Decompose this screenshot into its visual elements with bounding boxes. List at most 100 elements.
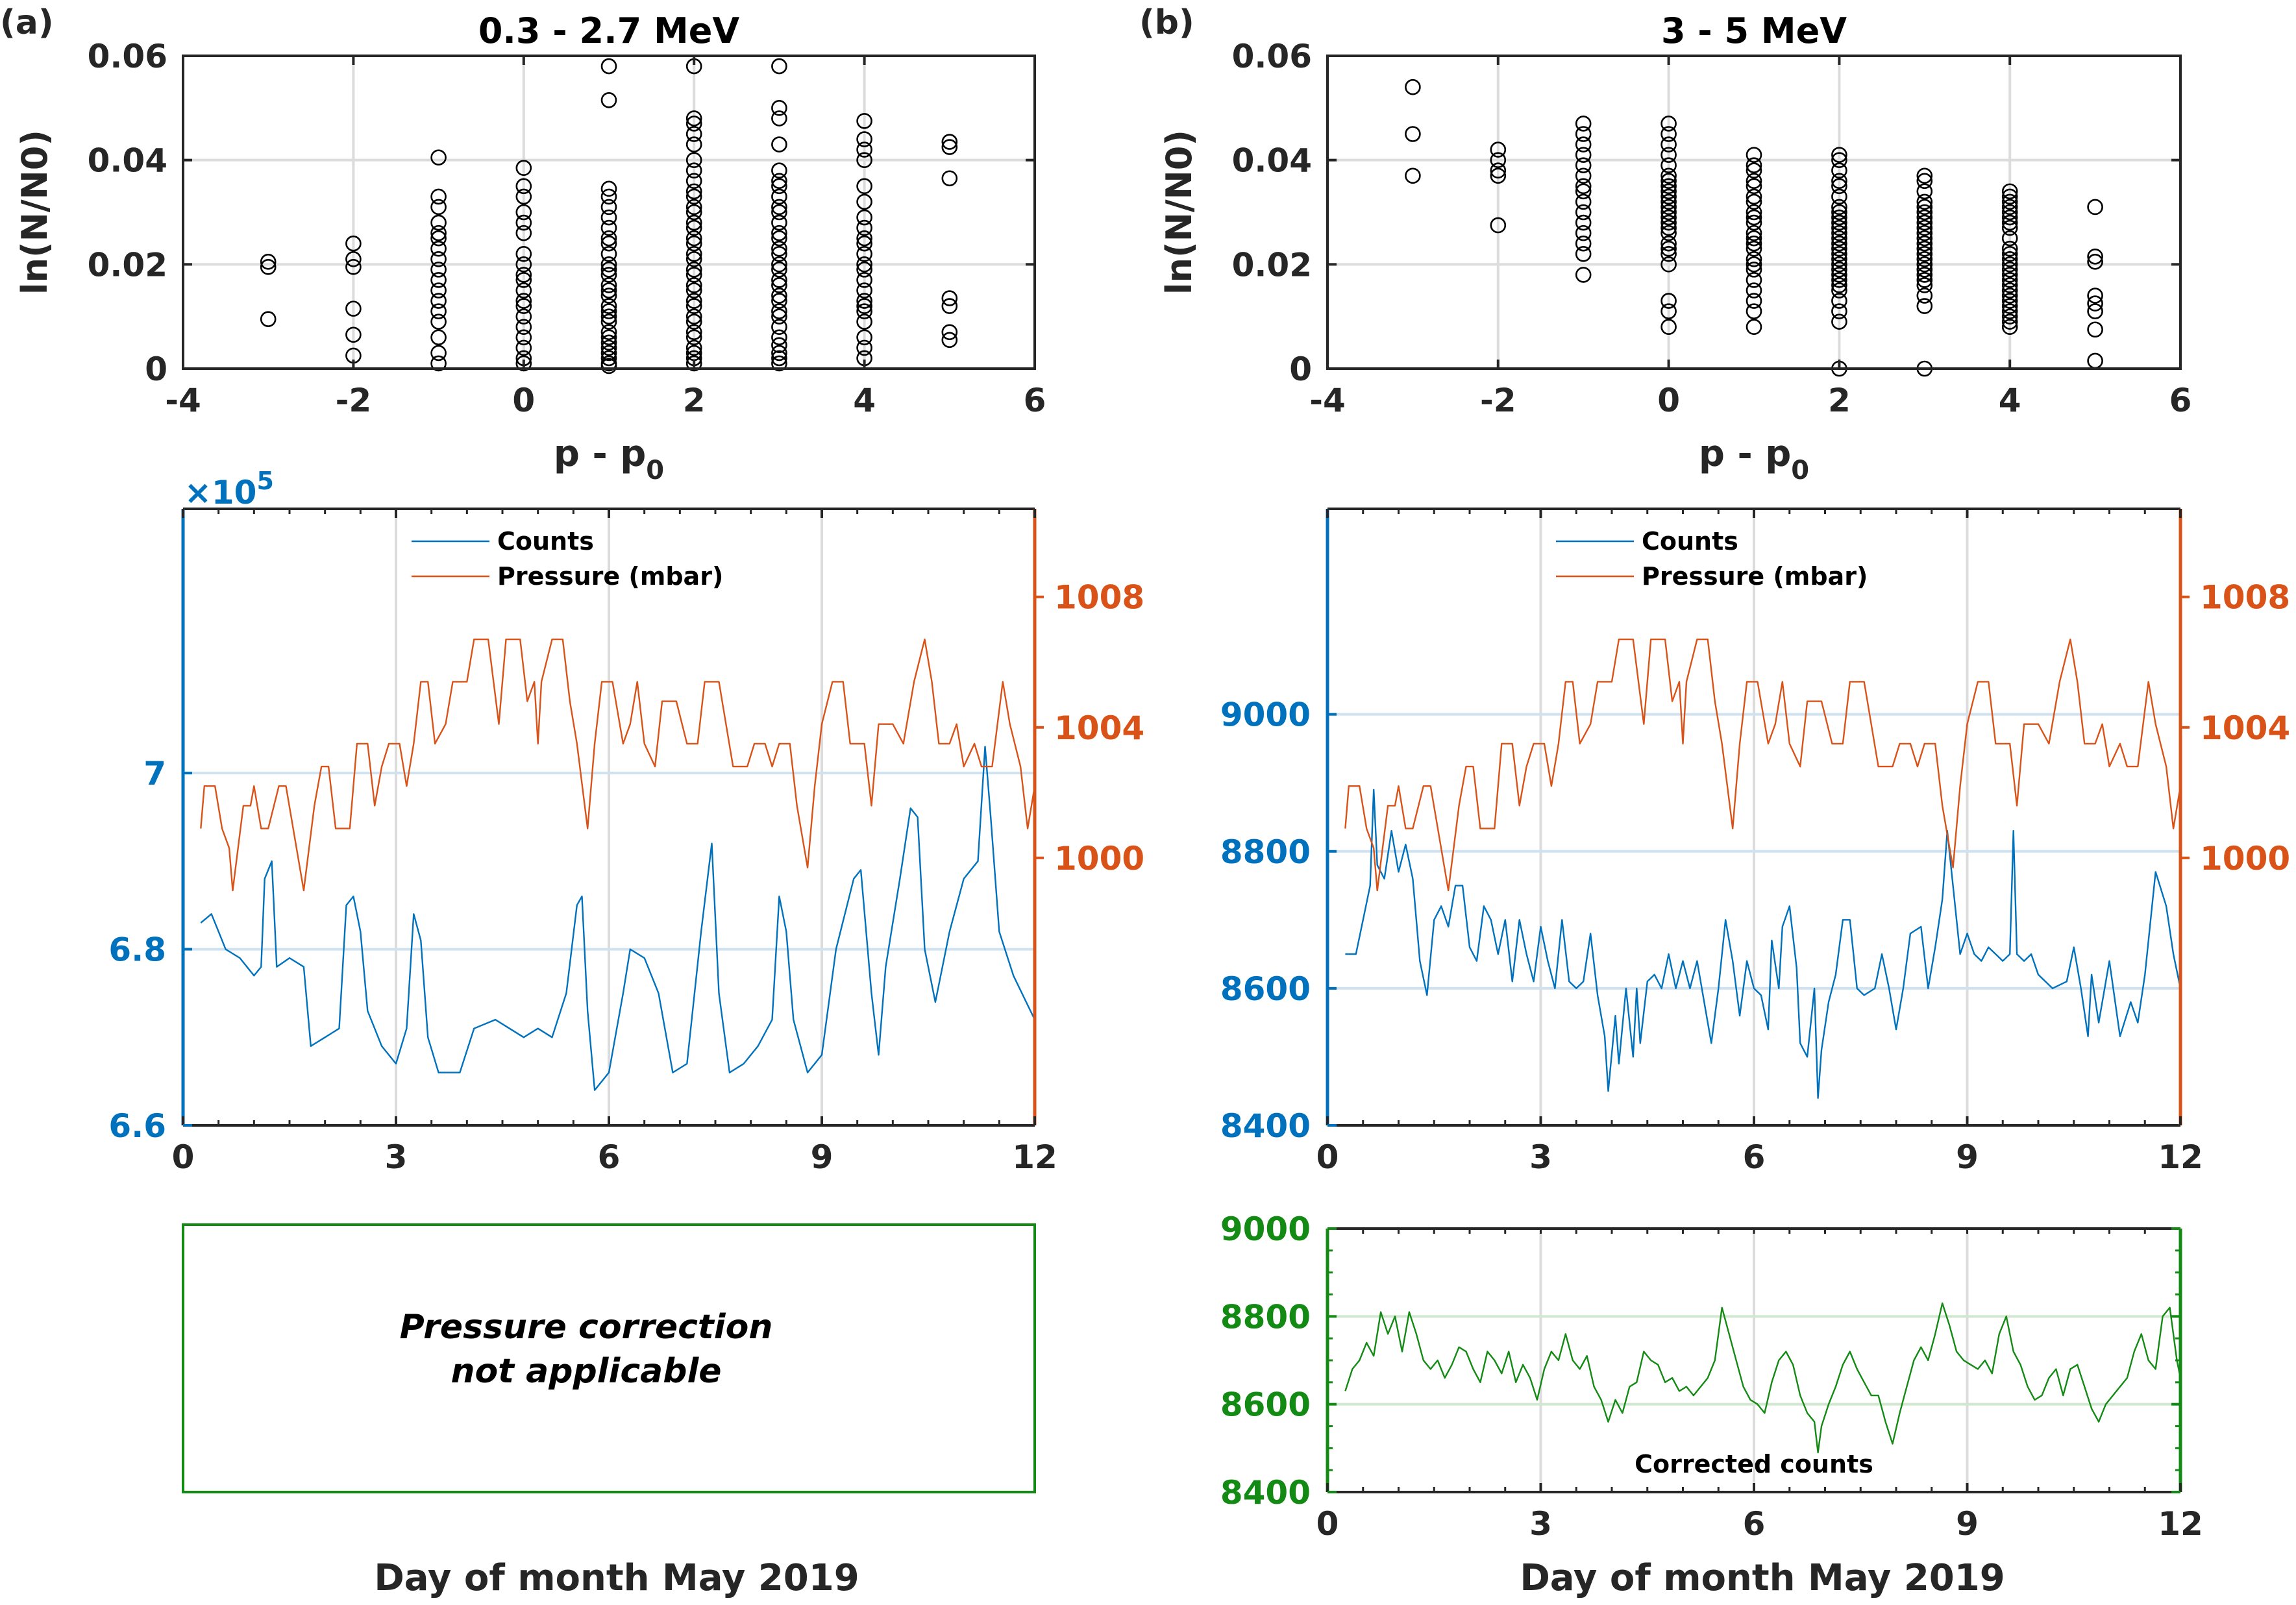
data-point: [771, 110, 787, 127]
x-tick-label: 6: [1743, 1505, 1766, 1543]
data-point: [430, 214, 447, 231]
data-point: [856, 272, 872, 288]
data-point: [685, 219, 702, 236]
data-point: [600, 277, 617, 293]
data-point: [1831, 245, 1847, 262]
x-axis-title: p - p0: [1699, 433, 1809, 485]
data-point: [345, 251, 362, 267]
data-point: [856, 293, 872, 309]
data-point: [1831, 188, 1847, 205]
data-point: [345, 326, 362, 343]
corrected-chart-b: 0 3 6 9 12 8400 8600 8800 9000 Corrected counts: [1220, 1210, 2203, 1543]
data-point: [685, 251, 702, 267]
left-y-tick-label: 7: [143, 755, 166, 792]
data-point: [2001, 282, 2018, 299]
data-point: [1746, 204, 1762, 221]
data-point: [2001, 193, 2018, 210]
data-point: [685, 152, 702, 168]
data-point: [2001, 204, 2018, 221]
data-point: [1746, 188, 1762, 205]
data-point: [600, 339, 617, 356]
data-point: [430, 313, 447, 330]
data-point: [1916, 298, 1933, 314]
x-axis-title-text: p - p: [1699, 433, 1791, 475]
data-point: [600, 92, 617, 108]
data-point: [515, 204, 532, 221]
data-point: [2001, 277, 2018, 293]
data-point: [1746, 256, 1762, 273]
timeseries-chart-b: 0 3 6 9 12 8400 8600 8800 9000 1000 1004 1008 Counts…: [1220, 508, 2290, 1176]
data-point: [515, 319, 532, 336]
data-point: [1660, 240, 1677, 257]
data-point: [2001, 199, 2018, 215]
x-axis-title-text: p - p: [554, 433, 646, 475]
x-tick-label: 0: [512, 382, 535, 419]
data-point: [856, 256, 872, 273]
data-point: [600, 324, 617, 341]
data-point: [771, 162, 787, 179]
data-point: [600, 345, 617, 361]
data-point: [260, 254, 277, 270]
data-point: [1831, 267, 1847, 283]
data-point: [1746, 282, 1762, 299]
data-point: [1660, 136, 1677, 153]
counts-line: [200, 746, 1036, 1091]
data-point: [1831, 240, 1847, 257]
data-point: [430, 199, 447, 215]
panel-a-label: (a): [0, 3, 54, 42]
pressure-line: [1344, 638, 2182, 892]
data-point: [1916, 183, 1933, 200]
data-point: [430, 230, 447, 247]
data-point: [600, 298, 617, 314]
data-point: [1405, 79, 1421, 95]
x-tick-label: -4: [165, 382, 201, 419]
data-point: [1660, 183, 1677, 200]
data-point: [2001, 245, 2018, 262]
data-point: [1660, 293, 1677, 309]
data-point: [2001, 288, 2018, 304]
data-point: [1916, 204, 1933, 221]
data-point: [1660, 245, 1677, 262]
data-point: [1916, 173, 1933, 190]
y-tick-label: 0.02: [88, 246, 167, 284]
x-axis-title-bottom-b: Day of month May 2019: [1520, 1557, 2005, 1599]
data-point: [941, 298, 958, 314]
data-point: [1575, 267, 1592, 283]
data-point: [600, 235, 617, 252]
data-point: [685, 183, 702, 200]
y-tick-label: 8600: [1220, 1386, 1311, 1424]
data-point: [1916, 167, 1933, 184]
data-point: [1746, 157, 1762, 173]
data-point: [1660, 147, 1677, 163]
data-point: [771, 272, 787, 288]
data-point: [600, 308, 617, 325]
data-point: [2001, 209, 2018, 226]
data-point: [1490, 152, 1507, 168]
data-point: [771, 225, 787, 241]
data-point: [1831, 303, 1847, 319]
data-point: [1831, 219, 1847, 236]
data-point: [515, 298, 532, 314]
data-point: [771, 173, 787, 190]
legend-counts-label: Counts: [1642, 527, 1738, 556]
data-point: [856, 209, 872, 226]
data-point: [856, 230, 872, 247]
data-point: [685, 230, 702, 247]
data-point: [1916, 267, 1933, 283]
x-axis-title-subscript: 0: [1791, 456, 1809, 485]
data-point: [600, 350, 617, 367]
data-point: [771, 245, 787, 262]
data-point: [2001, 256, 2018, 273]
data-point: [1490, 141, 1507, 158]
x-tick-label: -4: [1309, 382, 1346, 419]
y-tick-label: 0: [145, 350, 167, 388]
data-point: [2001, 313, 2018, 330]
data-point: [2001, 298, 2018, 314]
timeseries-chart-a: 0 3 6 9 12 6.6 6.8 7 1000 1004 1008 ×105 Counts Press…: [108, 467, 1144, 1176]
data-point: [1916, 209, 1933, 226]
x-tick-label: -2: [1480, 382, 1516, 419]
data-point: [1916, 230, 1933, 247]
data-point: [1575, 136, 1592, 153]
left-y-tick-label: 8600: [1220, 970, 1311, 1008]
